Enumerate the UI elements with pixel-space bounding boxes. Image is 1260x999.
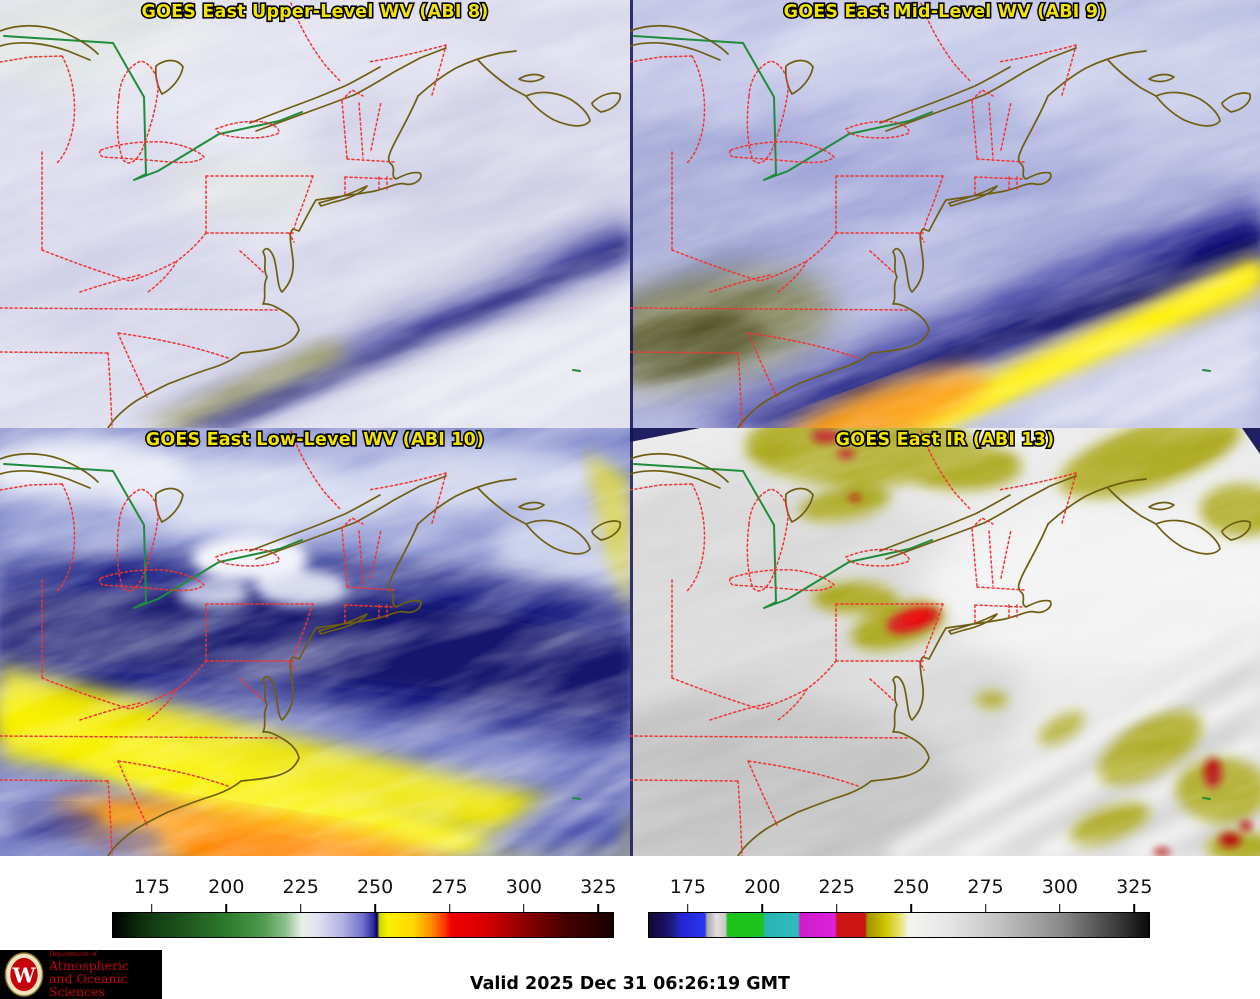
uw-monogram: W bbox=[11, 963, 36, 987]
uw-aos-logo: W Department of Atmospheric and Oceanic … bbox=[0, 950, 162, 999]
colorbar-wv-tick-label: 300 bbox=[505, 876, 543, 898]
colorbar-ir-tick-mark bbox=[910, 904, 912, 912]
uw-crest-icon: W bbox=[4, 952, 44, 997]
colorbar-wv-tick-mark bbox=[448, 904, 451, 912]
colorbar-wv-tick-label: 325 bbox=[580, 876, 617, 898]
colorbar-wv-tick-mark bbox=[597, 904, 600, 912]
logo-line-2: and Oceanic Sciences bbox=[49, 970, 128, 999]
colorbar-ir-tick-mark bbox=[1059, 904, 1061, 912]
colorbar-ir-tick-mark bbox=[1133, 904, 1136, 912]
colorbar-ir-tick-label: 300 bbox=[1041, 876, 1079, 898]
colorbar-ir-tick-label: 250 bbox=[892, 876, 930, 898]
panel-title-abi9: GOES East Mid-Level WV (ABI 9) bbox=[784, 2, 1107, 22]
panel-upper-level-wv: GOES East Upper-Level WV (ABI 8) bbox=[0, 0, 630, 428]
colorbar-wv-tick-mark bbox=[225, 904, 228, 912]
colorbar-wv-tick-label: 175 bbox=[133, 876, 171, 898]
colorbar-ir-tick-label: 175 bbox=[669, 876, 707, 898]
panel-title-abi8: GOES East Upper-Level WV (ABI 8) bbox=[142, 2, 489, 22]
colorbar-ir-tick-mark bbox=[761, 904, 764, 912]
colorbar-ir-tick-mark bbox=[984, 904, 987, 912]
colorbar-ir-tick-label: 275 bbox=[967, 876, 1004, 898]
colorbar-wv-tick-label: 225 bbox=[282, 876, 319, 898]
colorbar-wv-tick-label: 200 bbox=[208, 876, 245, 898]
valid-timestamp: Valid 2025 Dec 31 06:26:19 GMT bbox=[470, 974, 790, 994]
colorbar-ir-tick-label: 225 bbox=[818, 876, 855, 898]
colorbar-wv-tick-label: 250 bbox=[356, 876, 394, 898]
colorbar-ir: 175 200 225 250 275 300 325 bbox=[648, 856, 1153, 956]
panel-title-abi13: GOES East IR (ABI 13) bbox=[836, 430, 1055, 450]
colorbar-ir-tick-mark bbox=[835, 904, 838, 912]
colorbar-wv-tick-mark bbox=[523, 904, 525, 912]
colorbar-ir-tick-label: 325 bbox=[1116, 876, 1153, 898]
panel-low-level-wv: GOES East Low-Level WV (ABI 10) bbox=[0, 428, 630, 856]
logo-line-1: Atmospheric bbox=[49, 957, 130, 973]
panel-ir: GOES East IR (ABI 13) bbox=[630, 428, 1260, 856]
colorbar-ir-gradient bbox=[648, 912, 1150, 938]
panel-mid-level-wv: GOES East Mid-Level WV (ABI 9) bbox=[630, 0, 1260, 428]
colorbar-wv-tick-mark bbox=[299, 904, 302, 912]
colorbar-wv-gradient bbox=[112, 912, 614, 938]
colorbar-ir-tick-mark bbox=[687, 904, 689, 912]
colorbar-wv-tick-mark bbox=[151, 904, 153, 912]
colorbar-wv-tick-label: 275 bbox=[431, 876, 468, 898]
panel-title-abi10: GOES East Low-Level WV (ABI 10) bbox=[146, 430, 485, 450]
colorbar-wv: 175 200 225 250 275 300 325 bbox=[112, 856, 617, 956]
colorbar-ir-tick-label: 200 bbox=[744, 876, 781, 898]
colorbar-wv-tick-mark bbox=[374, 904, 376, 912]
logo-dept-line: Department of bbox=[49, 950, 98, 959]
footer-strip: 175 200 225 250 275 300 325 175 200 225 250 275 300… bbox=[0, 856, 1260, 999]
